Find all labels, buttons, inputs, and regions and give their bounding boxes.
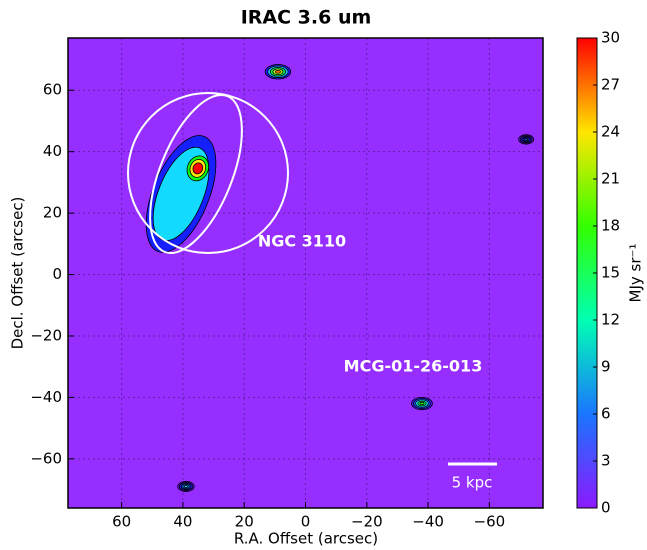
source-peak [274,69,281,74]
annotation: 5 kpc [452,474,493,492]
aperture-ellipse [149,93,243,255]
colorbar-tick-label: 24 [601,123,620,141]
colorbar-tick-label: 27 [601,76,620,94]
source-peak [419,401,425,406]
y-tick-label: −40 [30,388,62,406]
colorbar-tick-label: 9 [601,358,611,376]
x-axis-label: R.A. Offset (arcsec) [234,530,378,548]
x-tick-label: 40 [173,513,192,531]
x-tick-label: −40 [412,513,444,531]
y-tick-label: 0 [52,265,62,283]
colorbar-tick-label: 30 [601,29,620,47]
image-background [68,38,543,508]
source-peak [183,485,189,488]
y-tick-label: 60 [43,81,62,99]
annotation: MCG-01-26-013 [344,357,483,376]
y-axis-label: Decl. Offset (arcsec) [9,197,27,350]
source [411,396,433,411]
colorbar-tick-label: 12 [601,311,620,329]
colorbar-tick-label: 0 [601,499,611,517]
colorbar-tick-label: 15 [601,264,620,282]
colorbar-tick-label: 18 [601,217,620,235]
x-tick-label: 0 [301,513,311,531]
source-peak [192,162,204,175]
y-tick-label: 20 [43,204,62,222]
x-tick-label: −20 [351,513,383,531]
chart-title: IRAC 3.6 um [241,7,372,29]
x-tick-label: −60 [474,513,506,531]
colorbar-tick-label: 3 [601,452,611,470]
x-tick-label: 60 [112,513,131,531]
y-tick-label: −60 [30,449,62,467]
colorbar-label: MJy sr⁻¹ [627,244,645,303]
annotation: NGC 3110 [258,232,346,251]
colorbar-tick-label: 6 [601,405,611,423]
source-peak [524,138,529,141]
source [518,134,535,145]
y-tick-label: 40 [43,142,62,160]
y-tick-label: −20 [30,326,62,344]
source [264,64,292,80]
x-tick-label: 20 [235,513,254,531]
colorbar-tick-label: 21 [601,170,620,188]
aperture-circle [127,92,289,254]
source [177,481,195,492]
overlay: NGC 3110 MCG-01-26-013 5 kpc [127,92,497,492]
